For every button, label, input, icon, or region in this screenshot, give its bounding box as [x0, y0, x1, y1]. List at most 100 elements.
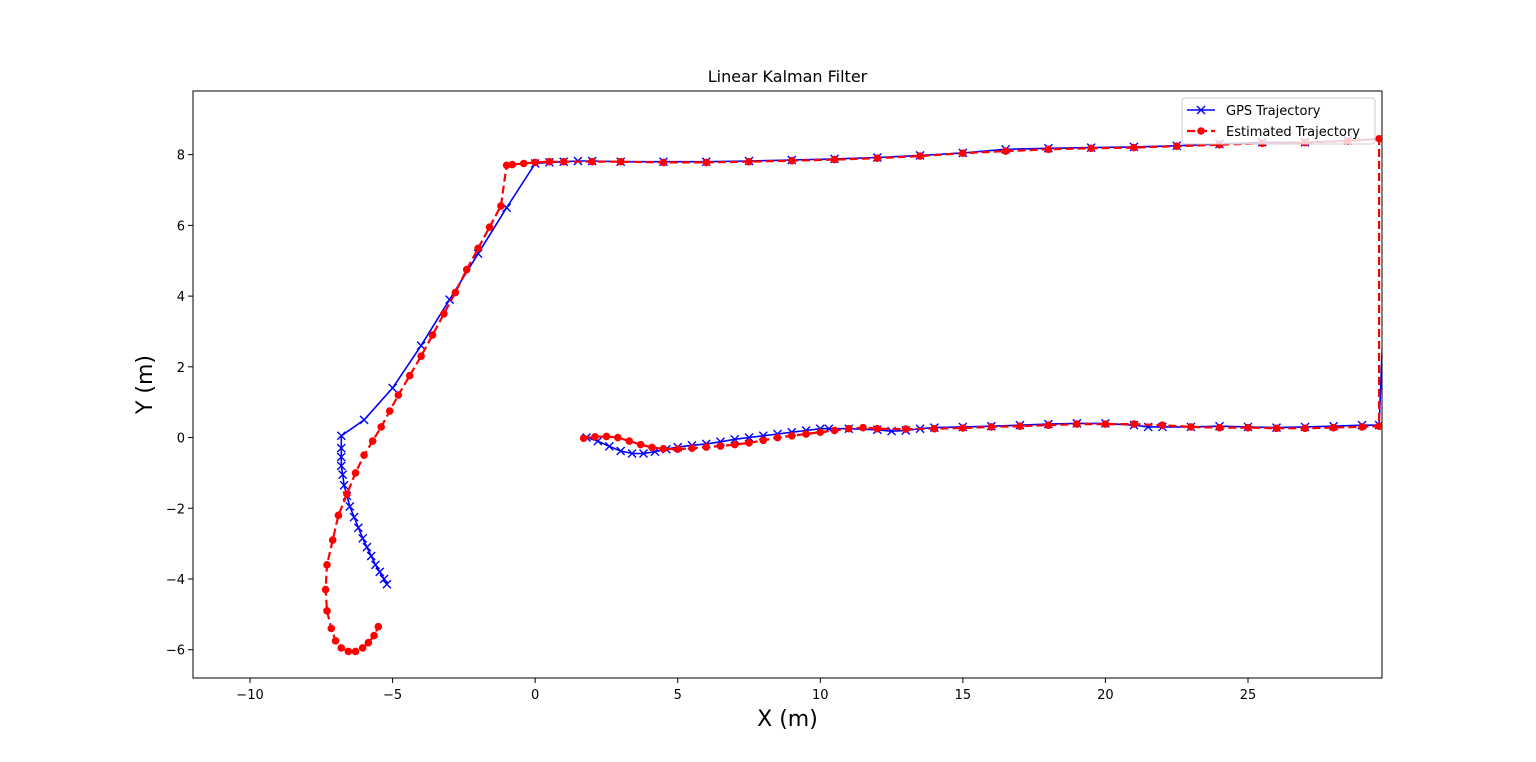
- data-point: [745, 157, 753, 166]
- data-point: [930, 424, 939, 433]
- data-point: [370, 631, 378, 640]
- data-point: [702, 443, 711, 451]
- data-point: [1215, 423, 1224, 432]
- data-point: [360, 451, 368, 460]
- data-point: [394, 391, 403, 399]
- data-point: [323, 607, 331, 615]
- data-point: [1387, 135, 1395, 143]
- data-point: [604, 441, 614, 451]
- data-point: [716, 442, 725, 450]
- y-tick-label: 6: [177, 219, 185, 234]
- data-point: [787, 156, 796, 165]
- data-point: [428, 331, 437, 339]
- data-point: [368, 437, 377, 445]
- data-point: [588, 157, 596, 166]
- data-point: [338, 470, 348, 480]
- data-point: [366, 551, 376, 561]
- legend-label: Estimated Trajectory: [1226, 125, 1360, 140]
- data-point: [334, 511, 343, 520]
- plot-area-frame: [192, 90, 1383, 679]
- data-point: [1244, 423, 1252, 432]
- data-point: [773, 433, 782, 442]
- data-point: [1101, 420, 1110, 428]
- data-point: [1016, 422, 1024, 431]
- data-point: [802, 430, 810, 438]
- data-point: [1073, 420, 1081, 428]
- data-point: [417, 352, 425, 361]
- data-point: [531, 158, 539, 167]
- data-point: [616, 157, 625, 166]
- y-tick-label: 0: [177, 432, 185, 447]
- data-point: [351, 469, 360, 477]
- data-point: [359, 415, 369, 425]
- data-point: [349, 512, 359, 522]
- series-0: [336, 135, 1395, 589]
- data-point: [591, 433, 599, 441]
- data-point: [1130, 143, 1138, 152]
- x-tick-label: 0: [531, 688, 539, 703]
- data-point: [545, 157, 554, 166]
- data-point: [497, 202, 505, 210]
- data-point: [1172, 142, 1181, 150]
- data-point: [343, 490, 351, 498]
- data-point: [451, 288, 460, 297]
- data-point: [364, 638, 373, 647]
- data-point: [759, 436, 768, 445]
- data-point: [639, 448, 649, 458]
- data-point: [474, 244, 482, 253]
- data-point: [351, 647, 360, 656]
- data-point: [873, 424, 882, 433]
- data-point: [370, 560, 380, 570]
- data-point: [579, 434, 588, 443]
- data-point: [377, 423, 385, 431]
- x-tick-label: 25: [1240, 688, 1257, 703]
- data-point: [416, 341, 426, 351]
- data-point: [845, 424, 853, 433]
- data-point: [382, 579, 392, 589]
- data-point: [830, 155, 839, 164]
- data-point: [321, 585, 330, 594]
- data-point: [328, 536, 337, 544]
- y-tick-label: −4: [166, 573, 185, 588]
- data-point: [388, 383, 398, 393]
- data-point: [1358, 423, 1366, 431]
- data-point: [362, 542, 372, 552]
- data-point: [385, 407, 394, 415]
- x-axis-label: X (m): [757, 707, 818, 732]
- x-tick-label: 20: [1097, 688, 1114, 703]
- data-point: [627, 448, 637, 458]
- data-point: [625, 437, 634, 445]
- data-point: [559, 157, 568, 166]
- data-point: [602, 432, 611, 441]
- data-point: [358, 644, 367, 652]
- legend-label: GPS Trajectory: [1226, 104, 1321, 119]
- data-point: [816, 428, 825, 437]
- series-line: [324, 137, 1381, 653]
- data-point: [323, 561, 331, 569]
- data-point: [959, 424, 967, 432]
- data-point: [1087, 144, 1095, 153]
- data-point: [1130, 420, 1138, 428]
- data-point: [659, 158, 668, 167]
- legend: GPS Trajectory Estimated Trajectory: [1181, 97, 1376, 145]
- data-point: [485, 223, 494, 231]
- y-tick-label: 8: [177, 149, 185, 164]
- data-point: [702, 158, 711, 167]
- y-tick-label: −6: [166, 644, 185, 659]
- legend-marker: [1197, 127, 1205, 135]
- data-point: [375, 567, 385, 577]
- x-tick-label: −5: [383, 688, 402, 703]
- data-point: [616, 446, 626, 456]
- data-point: [659, 445, 668, 453]
- data-point: [502, 161, 511, 170]
- legend-entry: GPS Trajectory: [1187, 104, 1321, 119]
- data-point: [1375, 422, 1382, 431]
- data-point: [745, 439, 753, 447]
- data-point: [830, 426, 839, 435]
- data-point: [1001, 147, 1010, 155]
- data-point: [440, 309, 448, 318]
- y-axis-ticks: −6 −4 −2 0 2 4 6 8: [166, 149, 193, 659]
- data-point: [337, 644, 346, 652]
- data-point: [345, 502, 355, 511]
- data-point: [902, 425, 910, 433]
